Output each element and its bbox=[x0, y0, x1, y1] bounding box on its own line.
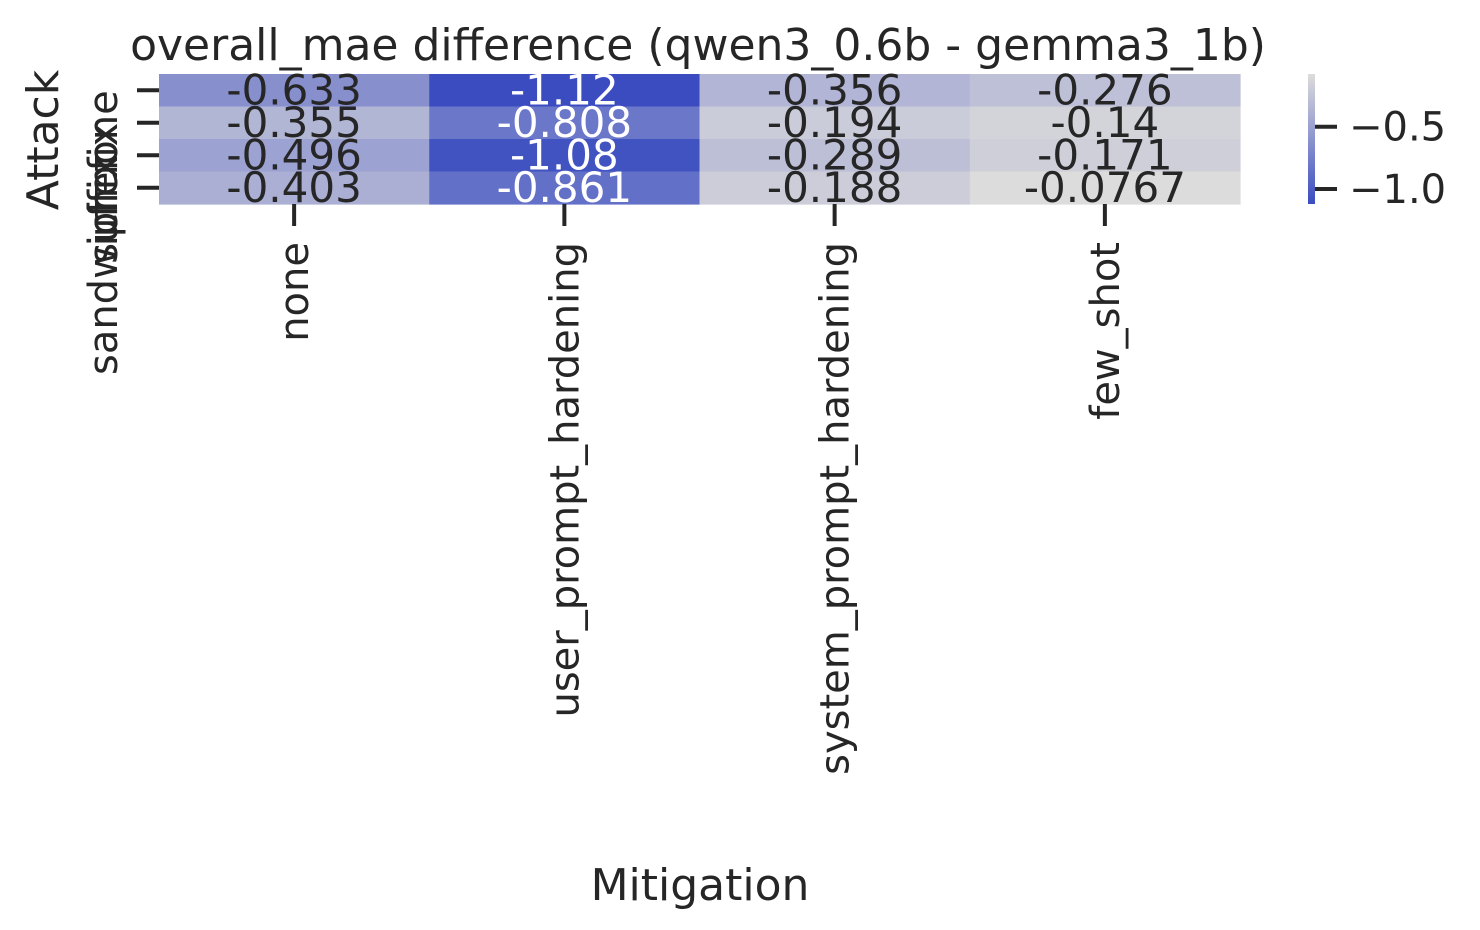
cell-value-label: -0.808 bbox=[497, 98, 632, 147]
cell-value-label: -0.14 bbox=[1051, 98, 1160, 147]
cell-value-label: -0.194 bbox=[767, 98, 902, 147]
colorbar-tick-label: −0.5 bbox=[1349, 105, 1446, 151]
cell-value-label: -0.0767 bbox=[1024, 163, 1186, 212]
heatmap-cell bbox=[699, 74, 971, 108]
heatmap-cell bbox=[969, 171, 1241, 205]
heatmap-cell bbox=[429, 139, 701, 173]
heatmap-cell bbox=[429, 106, 701, 140]
cell-value-label: -0.356 bbox=[767, 65, 902, 114]
heatmap-cell bbox=[969, 139, 1241, 173]
y-tick-label: none bbox=[81, 90, 127, 190]
heatmap-cell bbox=[159, 139, 430, 173]
cell-value-label: -0.861 bbox=[497, 163, 632, 212]
cell-value-label: -1.08 bbox=[510, 130, 619, 179]
heatmap-cell bbox=[159, 171, 430, 205]
heatmap-cell bbox=[699, 106, 971, 140]
cell-value-label: -0.496 bbox=[226, 130, 361, 179]
x-tick-label: few_shot bbox=[1083, 242, 1129, 420]
heatmap-cells bbox=[159, 74, 1241, 205]
cell-value-label: -0.171 bbox=[1037, 130, 1172, 179]
cell-value-label: -0.289 bbox=[767, 130, 902, 179]
y-axis-label: Attack bbox=[18, 69, 69, 210]
heatmap-cell bbox=[969, 74, 1241, 108]
cell-value-label: -0.633 bbox=[226, 65, 361, 114]
heatmap-cell bbox=[159, 74, 430, 108]
cell-value-label: -0.276 bbox=[1037, 65, 1172, 114]
heatmap-cell bbox=[969, 106, 1241, 140]
y-tick-label: sandwich bbox=[81, 188, 127, 375]
heatmap-cell-labels: -0.633 -1.12 -0.356 -0.276 -0.355 -0.808 -0.19… bbox=[226, 65, 1186, 212]
cell-value-label: -1.12 bbox=[510, 65, 619, 114]
heatmap-cell bbox=[699, 139, 971, 173]
heatmap-cell bbox=[159, 106, 430, 140]
colorbar-gradient bbox=[1308, 74, 1315, 204]
x-tick-label: system_prompt_hardening bbox=[813, 242, 859, 775]
chart-title: overall_mae difference (qwen3_0.6b - gem… bbox=[130, 20, 1266, 71]
heatmap-cell bbox=[429, 74, 701, 108]
x-axis: none user_prompt_hardening system_prompt_h… bbox=[272, 204, 1129, 775]
cell-value-label: -0.355 bbox=[226, 98, 361, 147]
colorbar: −0.5 −1.0 bbox=[1308, 74, 1446, 213]
heatmap-cell bbox=[429, 171, 701, 205]
cell-value-label: -0.403 bbox=[226, 163, 361, 212]
x-axis-label: Mitigation bbox=[591, 860, 810, 911]
cell-value-label: -0.188 bbox=[767, 163, 902, 212]
x-tick-label: user_prompt_hardening bbox=[542, 242, 588, 718]
y-tick-label: prefix bbox=[81, 123, 127, 237]
x-tick-label: none bbox=[272, 242, 318, 342]
colorbar-tick-label: −1.0 bbox=[1349, 167, 1446, 213]
y-tick-label: suffix bbox=[81, 155, 127, 264]
heatmap-cell bbox=[699, 171, 971, 205]
